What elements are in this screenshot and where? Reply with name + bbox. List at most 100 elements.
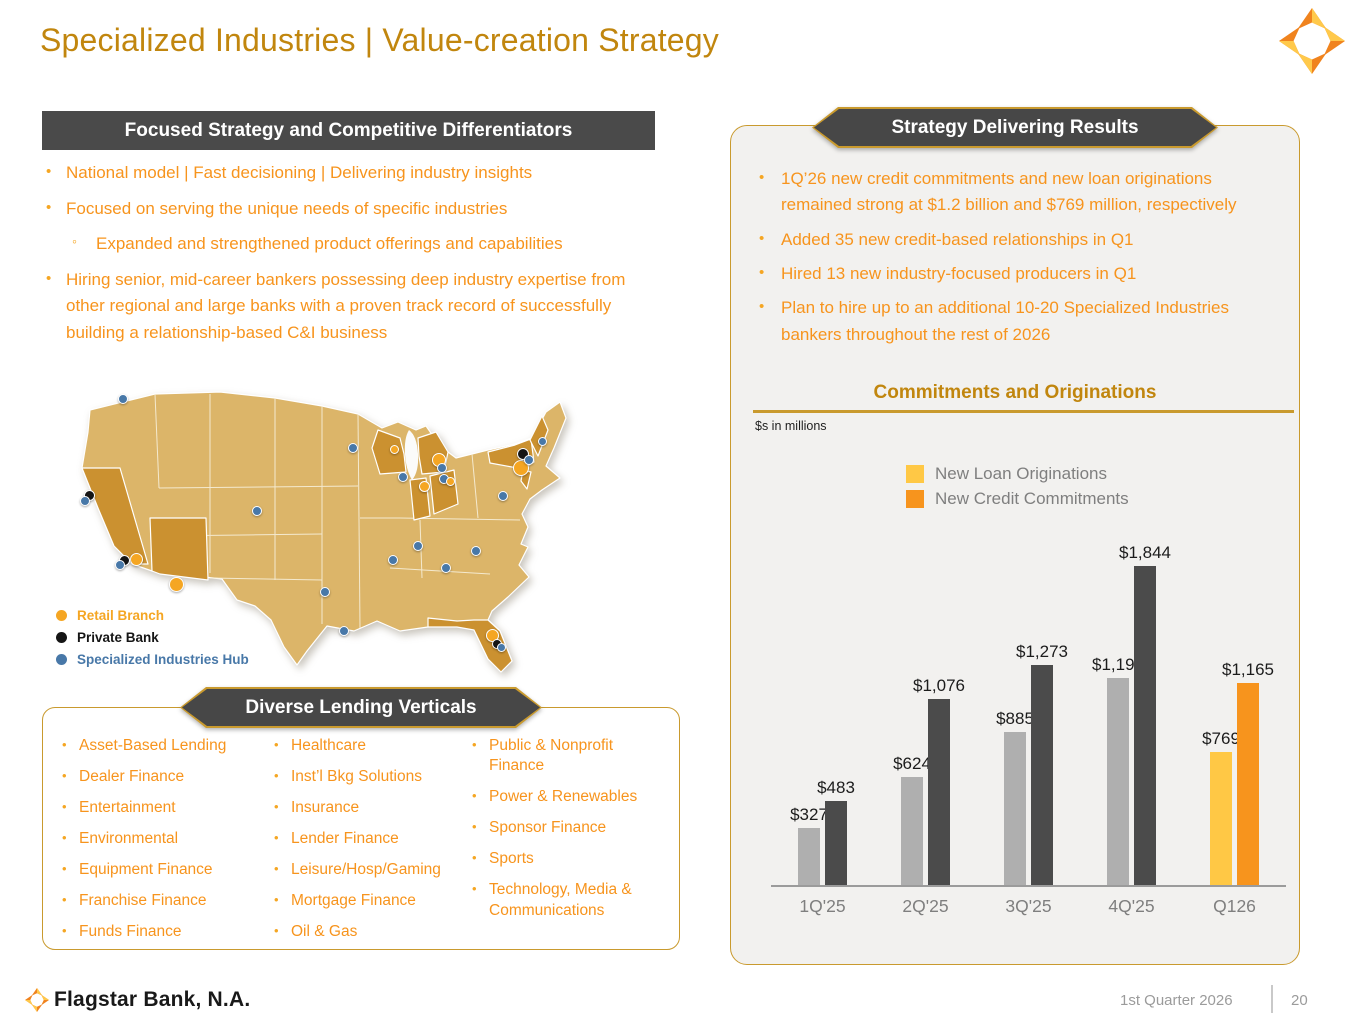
bar-value-label: $1,844 [1119,543,1171,562]
map-marker-hub [115,560,125,570]
strategy-bullet: Expanded and strengthened product offeri… [42,231,667,258]
map-marker-hub [252,506,262,516]
map-marker-hub [437,463,447,473]
verticals-column-2: Healthcare Inst’l Bkg Solutions Insurance L… [271,736,469,953]
map-marker-retail [389,444,399,454]
bar-group-2Q'25: $624 $1,076 [893,676,965,885]
vertical-item: Environmental [59,829,271,849]
legend-label: Retail Branch [77,608,165,623]
map-marker-retail [445,476,455,486]
vertical-item: Oil & Gas [271,922,469,942]
vertical-item: Sponsor Finance [469,818,665,838]
vertical-item: Inst’l Bkg Solutions [271,767,469,787]
bar-column: $1,195 [1092,655,1144,885]
bar-1Q'25-New Credit Commitments [825,801,847,885]
map-marker-hub [413,541,423,551]
bar-value-label: $769 [1202,729,1240,748]
chart-legend: New Loan Originations New Credit Commitme… [906,464,1129,514]
vertical-item: Franchise Finance [59,891,271,911]
map-marker-hub [524,455,534,465]
us-map: Retail Branch Private Bank Specialized Ind… [56,368,580,683]
results-bullet-list: 1Q’26 new credit commitments and new loa… [747,166,1282,356]
bar-value-label: $483 [817,778,855,797]
legend-label: Specialized Industries Hub [77,652,249,667]
x-axis-label: 4Q'25 [1108,896,1155,916]
vertical-item: Power & Renewables [469,787,665,807]
chart-title: Commitments and Originations [873,382,1157,403]
results-banner: Strategy Delivering Results [812,107,1218,148]
legend-dot-icon [56,610,67,621]
vertical-item: Funds Finance [59,922,271,942]
bar-group-1Q'25: $327 $483 [790,778,855,885]
bar-4Q'25-New Credit Commitments [1134,566,1156,885]
map-marker-hub [320,587,330,597]
bar-column: $624 [893,754,931,885]
vertical-item: Healthcare [271,736,469,756]
bar-3Q'25-New Credit Commitments [1031,665,1053,885]
bar-value-label: $1,273 [1016,642,1068,661]
verticals-column-1: Asset-Based Lending Dealer Finance Enterta… [59,736,271,953]
footer-page-number: 20 [1291,992,1308,1009]
result-bullet: Added 35 new credit-based relationships … [747,227,1282,253]
bar-2Q'25-New Loan Originations [901,777,923,885]
bar-column: $769 [1202,729,1240,885]
verticals-banner: Diverse Lending Verticals [180,687,542,728]
legend-series-label: New Credit Commitments [935,489,1129,508]
footer-brand: Flagstar Bank, N.A. [54,988,251,1011]
flagstar-star-icon [1279,8,1345,74]
vertical-item: Public & Nonprofit Finance [469,736,665,777]
map-marker-hub [348,443,358,453]
bar-value-label: $1,165 [1222,660,1274,679]
bar-value-label: $624 [893,754,931,773]
vertical-item: Dealer Finance [59,767,271,787]
verticals-columns: Asset-Based Lending Dealer Finance Enterta… [59,736,665,953]
x-axis-label: 3Q'25 [1005,896,1052,916]
bar-group-3Q'25: $885 $1,273 [996,642,1068,885]
map-marker-hub [398,472,408,482]
chart-legend-row: New Loan Originations [906,464,1129,484]
x-axis-label: 2Q'25 [902,896,949,916]
bar-4Q'25-New Loan Originations [1107,678,1129,885]
verticals-column-3: Public & Nonprofit Finance Power & Renewa… [469,736,665,953]
chart-x-axis [771,885,1286,887]
lake-michigan [404,430,419,480]
verticals-banner-title: Diverse Lending Verticals [182,689,540,726]
legend-swatch-icon [906,490,924,508]
results-banner-title: Strategy Delivering Results [814,109,1216,146]
page-title: Specialized Industries | Value-creation … [40,22,720,58]
bar-Q126-New Credit Commitments [1237,683,1259,885]
bar-group-4Q'25: $1,195 $1,844 [1092,543,1171,885]
strategy-bullet: National model | Fast decisioning | Deli… [42,160,667,187]
x-axis-label: Q126 [1213,896,1256,916]
bar-column: $1,165 [1222,660,1274,885]
bar-column: $1,076 [913,676,965,885]
vertical-item: Entertainment [59,798,271,818]
map-marker-hub [498,491,508,501]
vertical-item: Equipment Finance [59,860,271,880]
footer-quarter-label: 1st Quarter 2026 [1120,992,1233,1009]
left-bullet-list: National model | Fast decisioning | Deli… [42,160,667,355]
legend-series-label: New Loan Originations [935,464,1107,483]
vertical-item: Sports [469,849,665,869]
bar-2Q'25-New Credit Commitments [928,699,950,885]
map-marker-hub [388,555,398,565]
legend-dot-icon [56,632,67,643]
bar-value-label: $1,076 [913,676,965,695]
map-marker-retail [129,552,143,566]
chart-legend-row: New Credit Commitments [906,489,1129,509]
strategy-bullet: Hiring senior, mid-career bankers posses… [42,267,667,347]
map-legend-row: Specialized Industries Hub [56,652,249,667]
footer-divider [1271,985,1273,1013]
vertical-item: Technology, Media & Communications [469,880,665,921]
map-marker-hub [441,563,451,573]
vertical-item: Insurance [271,798,469,818]
chart-title-rule [753,410,1294,413]
legend-dot-icon [56,654,67,665]
legend-label: Private Bank [77,630,159,645]
map-marker-retail [418,480,430,492]
map-legend-row: Retail Branch [56,608,249,623]
map-marker-hub [118,394,128,404]
map-legend-row: Private Bank [56,630,249,645]
bar-column: $327 [790,805,828,885]
